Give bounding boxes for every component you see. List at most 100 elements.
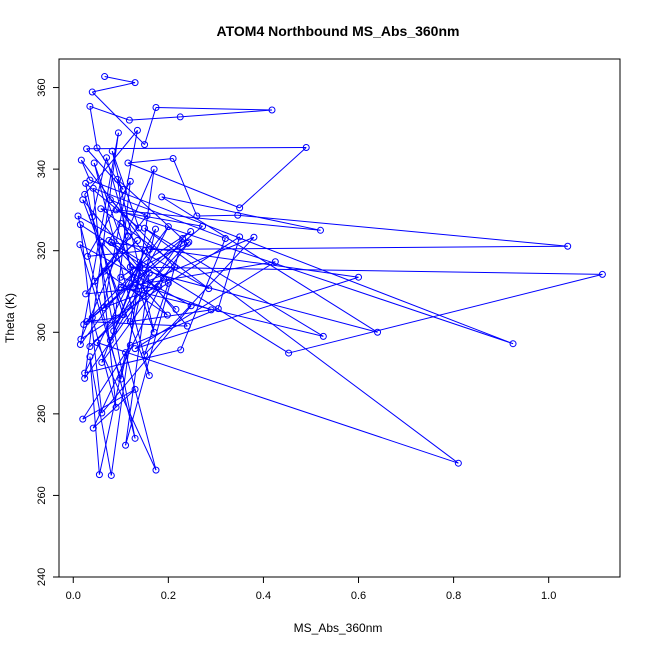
data-point [141, 351, 149, 359]
data-point [152, 225, 160, 233]
data-point [135, 224, 143, 232]
data-point [152, 104, 160, 112]
data-point [150, 165, 158, 173]
data-point [107, 471, 115, 479]
series-line-segment [92, 389, 136, 429]
series-line-segment [94, 236, 129, 282]
series-line-segment [89, 179, 514, 345]
series-line-segment [134, 276, 359, 350]
data-point [77, 335, 85, 343]
axes: 0.0 0.2 0.4 0.6 0.8 1.0 240 260 280 300 320 340 360 [36, 78, 556, 602]
data-point [509, 340, 517, 348]
data-point [98, 358, 106, 366]
x-tick-label: 0.0 [66, 590, 81, 602]
data-point [143, 212, 151, 220]
data-point [158, 193, 166, 201]
data-point [187, 228, 195, 236]
series-line-segment [125, 238, 184, 446]
series-line-segment [180, 238, 226, 351]
data-point [100, 304, 108, 312]
series-line-segment [79, 132, 119, 345]
series-line-segment [116, 179, 134, 288]
series-line-segment [84, 238, 184, 379]
data-point [187, 302, 195, 310]
data-point [93, 144, 101, 152]
data-point [80, 321, 88, 329]
series-line-segment [120, 276, 212, 311]
x-tick-label: 0.6 [351, 590, 366, 602]
x-axis-label: MS_Abs_360nm [294, 621, 383, 635]
series-line-segment [217, 236, 241, 309]
data-point [250, 233, 258, 241]
data-point [119, 186, 127, 194]
data-point [205, 285, 213, 293]
data-point [82, 179, 90, 187]
data-point [76, 221, 84, 229]
series-line-segment [161, 196, 321, 231]
y-tick-label: 320 [36, 242, 48, 260]
data-point [97, 205, 105, 213]
data-point [179, 234, 187, 242]
series-line-segment [108, 240, 177, 310]
series-line-segment [91, 317, 117, 408]
data-point [598, 270, 606, 278]
data-point [124, 159, 132, 167]
series-line-segment [106, 157, 129, 237]
series-line-segment [92, 188, 117, 408]
series-line-segment [172, 158, 198, 217]
data-point [145, 372, 153, 380]
series-line-segment [89, 105, 130, 121]
series-line-segment [130, 308, 219, 346]
data-point [119, 311, 127, 319]
series-line-segment [155, 107, 273, 111]
data-point [355, 273, 363, 281]
data-point [126, 263, 134, 271]
y-tick-label: 360 [36, 78, 48, 96]
data-point [319, 332, 327, 340]
series-line-segment [86, 147, 307, 150]
series-line-segment [80, 159, 91, 181]
data-point [316, 226, 324, 234]
series-line-segment [79, 226, 169, 345]
data-point [77, 156, 85, 164]
data-point [163, 311, 171, 319]
data-point [88, 314, 96, 322]
series-line-segment [196, 214, 238, 217]
series-line-segment [84, 349, 181, 374]
data-point [81, 369, 89, 377]
data-point [177, 346, 185, 354]
x-tick-label: 0.2 [161, 590, 176, 602]
data-point [564, 242, 572, 250]
series-line-segment [82, 199, 188, 327]
data-point [98, 239, 106, 247]
y-tick-label: 340 [36, 160, 48, 178]
series-line-segment [129, 116, 181, 121]
series-line-segment [85, 183, 136, 439]
series-line-segment [120, 286, 324, 337]
chart-title: ATOM4 Northbound MS_Abs_360nm [217, 23, 460, 39]
series-line-segment [144, 227, 459, 464]
data-point [171, 263, 179, 271]
data-point [117, 283, 125, 291]
data-point [234, 211, 242, 219]
data-point [122, 349, 130, 357]
series-line-segment [139, 242, 188, 269]
data-point [126, 341, 134, 349]
data-point [199, 222, 207, 230]
series-line-segment [93, 187, 226, 239]
y-tick-label: 260 [36, 486, 48, 504]
data-point [150, 328, 158, 336]
data-point [126, 177, 134, 185]
y-tick-label: 300 [36, 323, 48, 341]
series-line-segment [94, 240, 138, 282]
series-line-segment [115, 209, 514, 345]
data-point [90, 159, 98, 167]
data-point [285, 349, 293, 357]
series-line-segment [79, 224, 103, 414]
data-point [183, 239, 191, 247]
series-line-segment [110, 169, 155, 476]
series-line-segment [149, 245, 568, 250]
data-point [193, 212, 201, 220]
series-line-segment [288, 273, 603, 354]
